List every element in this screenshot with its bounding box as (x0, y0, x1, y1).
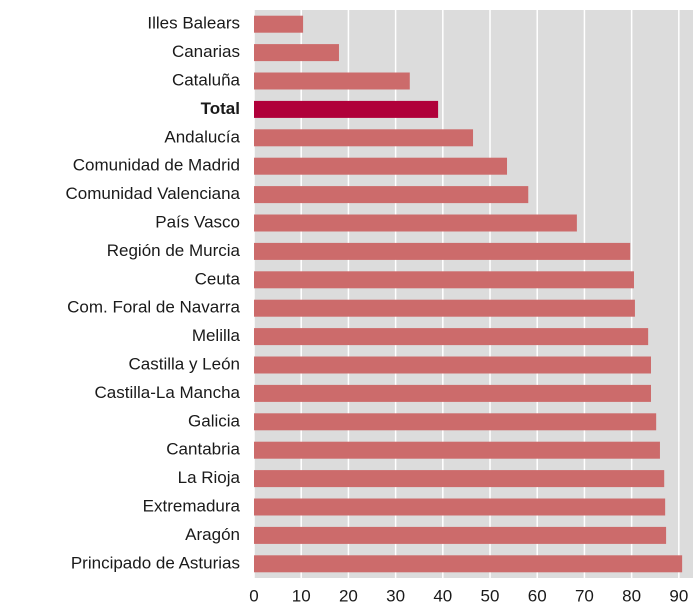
bar (254, 328, 649, 346)
x-tick-label: 70 (575, 586, 594, 605)
bar (254, 498, 666, 516)
x-tick-label: 80 (622, 586, 641, 605)
bar (254, 526, 667, 544)
bar (254, 299, 635, 317)
x-tick-label: 50 (481, 586, 500, 605)
bar (254, 15, 304, 33)
bar (254, 44, 339, 62)
y-tick-label: País Vasco (155, 212, 240, 231)
y-tick-label: Castilla y León (128, 354, 240, 373)
x-tick-label: 60 (528, 586, 547, 605)
y-tick-label: Ceuta (195, 269, 241, 288)
bar (254, 214, 577, 232)
y-tick-label: Com. Foral de Navarra (67, 298, 240, 317)
bar (254, 470, 665, 488)
y-tick-label: La Rioja (178, 468, 241, 487)
y-tick-label: Extremadura (143, 496, 241, 515)
plot-area (254, 10, 693, 578)
y-tick-label: Principado de Asturias (71, 553, 240, 572)
y-tick-label: Comunidad Valenciana (65, 184, 240, 203)
y-tick-label: Illes Balears (147, 14, 240, 33)
bar (254, 72, 410, 90)
x-tick-label: 0 (249, 586, 258, 605)
y-tick-label: Región de Murcia (107, 241, 241, 260)
bar (254, 441, 660, 459)
y-tick-label: Andalucía (164, 127, 240, 146)
y-tick-label: Cantabria (166, 440, 240, 459)
x-tick-label: 10 (292, 586, 311, 605)
y-tick-label: Canarias (172, 42, 240, 61)
x-tick-label: 20 (339, 586, 358, 605)
x-tick-label: 40 (433, 586, 452, 605)
y-tick-label: Melilla (192, 326, 241, 345)
bar (254, 100, 439, 118)
y-tick-label: Comunidad de Madrid (73, 156, 240, 175)
x-tick-label: 30 (386, 586, 405, 605)
y-tick-label: Total (201, 99, 240, 118)
bar (254, 413, 657, 431)
bar (254, 129, 474, 147)
x-tick-label: 90 (669, 586, 688, 605)
bar (254, 186, 529, 204)
bar (254, 356, 651, 374)
bar (254, 157, 508, 175)
bar (254, 384, 651, 402)
bar (254, 555, 683, 573)
y-tick-label: Cataluña (172, 70, 241, 89)
y-tick-label: Aragón (185, 525, 240, 544)
bar (254, 242, 631, 260)
y-tick-label: Castilla-La Mancha (94, 383, 240, 402)
y-tick-label: Galicia (188, 411, 241, 430)
bar (254, 271, 634, 289)
